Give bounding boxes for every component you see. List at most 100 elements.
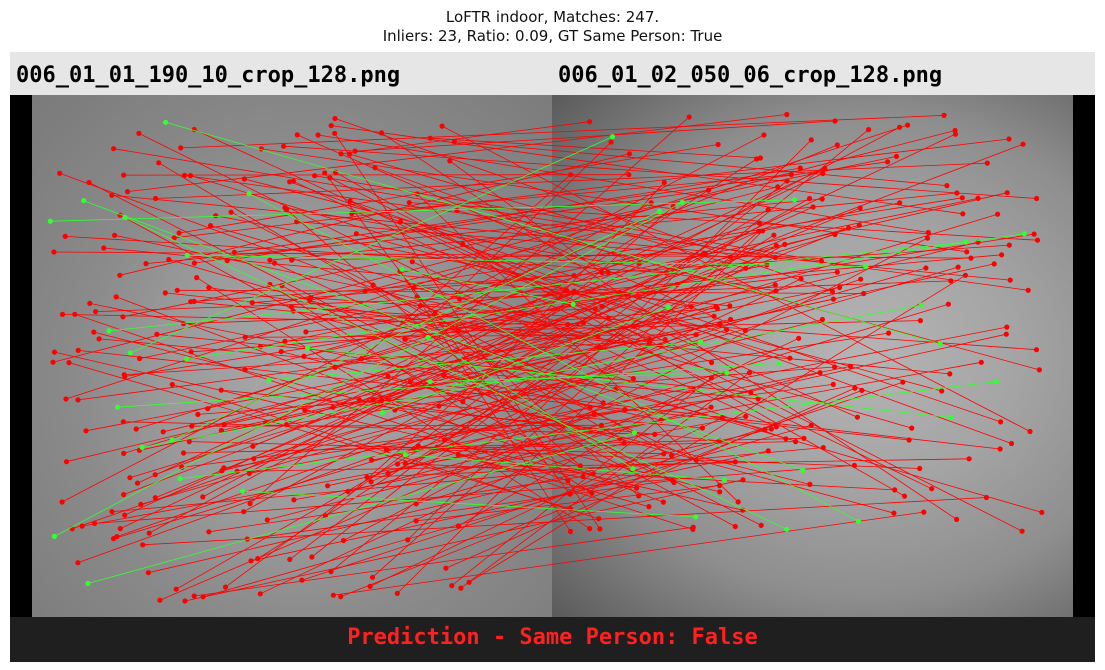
outlier-match-line — [265, 323, 720, 424]
outlier-keypoint — [340, 537, 347, 544]
outlier-keypoint — [1019, 528, 1025, 534]
outlier-keypoint — [287, 556, 293, 562]
outlier-keypoint — [1025, 287, 1031, 293]
figure-title-line-1: LoFTR indoor, Matches: 247. — [445, 8, 660, 26]
outlier-keypoint — [460, 399, 466, 405]
outlier-match-line — [454, 141, 947, 186]
outlier-keypoint — [1020, 141, 1026, 147]
outlier-keypoint — [458, 585, 464, 591]
inlier-keypoint — [1021, 231, 1027, 237]
inlier-match-line — [180, 381, 997, 480]
outlier-keypoint — [244, 536, 250, 542]
outlier-keypoint — [287, 179, 293, 185]
outlier-match-line — [327, 333, 1007, 487]
outlier-keypoint — [338, 594, 344, 600]
outlier-keypoint — [727, 303, 733, 309]
outlier-keypoint — [242, 334, 248, 340]
outlier-keypoint — [112, 232, 118, 238]
outlier-match-line — [458, 389, 694, 527]
outlier-match-line — [65, 236, 667, 274]
outlier-match-line — [333, 511, 924, 596]
outlier-keypoint — [858, 276, 864, 282]
outlier-keypoint — [1006, 242, 1012, 248]
filename-header: 006_01_01_190_10_crop_128.png 006_01_02_… — [10, 52, 1095, 95]
outlier-match-line — [394, 227, 849, 411]
outlier-match-line — [230, 211, 604, 404]
outlier-keypoint — [978, 359, 984, 365]
outlier-keypoint — [807, 481, 813, 487]
outlier-keypoint — [134, 480, 141, 486]
outlier-keypoint — [166, 256, 172, 263]
match-lines-overlay — [47, 111, 1045, 604]
outlier-keypoint — [939, 388, 945, 394]
inlier-match-line — [117, 362, 779, 408]
outlier-keypoint — [905, 122, 911, 128]
outlier-keypoint — [120, 419, 126, 425]
outlier-keypoint — [124, 189, 131, 195]
inlier-match-line — [405, 454, 725, 481]
outlier-keypoint — [449, 583, 455, 589]
outlier-match-line — [249, 326, 1007, 474]
outlier-keypoint — [368, 479, 374, 485]
outlier-keypoint — [173, 586, 179, 592]
outlier-match-line — [247, 479, 673, 540]
outlier-keypoint — [954, 516, 960, 522]
inlier-keypoint — [169, 437, 175, 443]
outlier-match-line — [269, 192, 957, 261]
outlier-match-line — [311, 180, 788, 558]
outlier-keypoint — [121, 172, 127, 178]
outlier-match-line — [72, 306, 717, 530]
outlier-keypoint — [302, 407, 308, 413]
outlier-match-line — [430, 137, 761, 159]
outlier-keypoint — [272, 260, 278, 266]
outlier-keypoint — [960, 211, 966, 217]
inlier-keypoint — [184, 356, 190, 362]
outlier-keypoint — [758, 522, 764, 528]
outlier-match-line — [397, 230, 763, 594]
outlier-match-line — [180, 115, 945, 149]
outlier-keypoint — [299, 577, 305, 583]
outlier-match-line — [253, 267, 927, 460]
outlier-keypoint — [394, 461, 401, 467]
outlier-keypoint — [626, 172, 632, 178]
outlier-keypoint — [634, 485, 640, 491]
inlier-keypoint — [139, 444, 145, 450]
outlier-keypoint — [608, 139, 614, 145]
outlier-match-line — [149, 304, 571, 534]
outlier-keypoint — [600, 400, 606, 406]
outlier-keypoint — [186, 439, 192, 445]
outlier-keypoint — [394, 590, 400, 597]
outlier-keypoint — [829, 288, 836, 294]
outlier-keypoint — [207, 223, 214, 229]
inlier-keypoint — [631, 430, 638, 436]
inlier-match-line — [108, 241, 966, 332]
outlier-keypoint — [264, 517, 270, 523]
outlier-keypoint — [897, 200, 903, 206]
outlier-match-line — [359, 399, 591, 431]
inlier-match-line — [401, 268, 574, 305]
outlier-keypoint — [117, 526, 123, 532]
outlier-keypoint — [133, 426, 139, 432]
outlier-keypoint — [669, 452, 675, 459]
outlier-match-line — [54, 351, 743, 511]
outlier-keypoint — [455, 451, 461, 457]
outlier-match-line — [331, 125, 963, 215]
outlier-match-line — [399, 270, 571, 532]
outlier-match-line — [94, 465, 855, 524]
outlier-match-line — [249, 116, 690, 504]
right-padding — [1073, 95, 1095, 617]
outlier-match-line — [168, 259, 1042, 513]
outlier-keypoint — [852, 385, 858, 391]
outlier-keypoint — [75, 397, 81, 403]
outlier-match-line — [77, 329, 727, 564]
outlier-match-line — [387, 303, 949, 474]
inlier-keypoint — [855, 518, 862, 524]
outlier-keypoint — [267, 257, 273, 263]
outlier-keypoint — [439, 123, 445, 129]
outlier-keypoint — [364, 474, 370, 480]
outlier-match-line — [343, 237, 928, 541]
outlier-keypoint — [565, 478, 571, 484]
outlier-keypoint — [96, 336, 102, 342]
outlier-keypoint — [735, 499, 741, 505]
outlier-keypoint — [693, 457, 699, 463]
